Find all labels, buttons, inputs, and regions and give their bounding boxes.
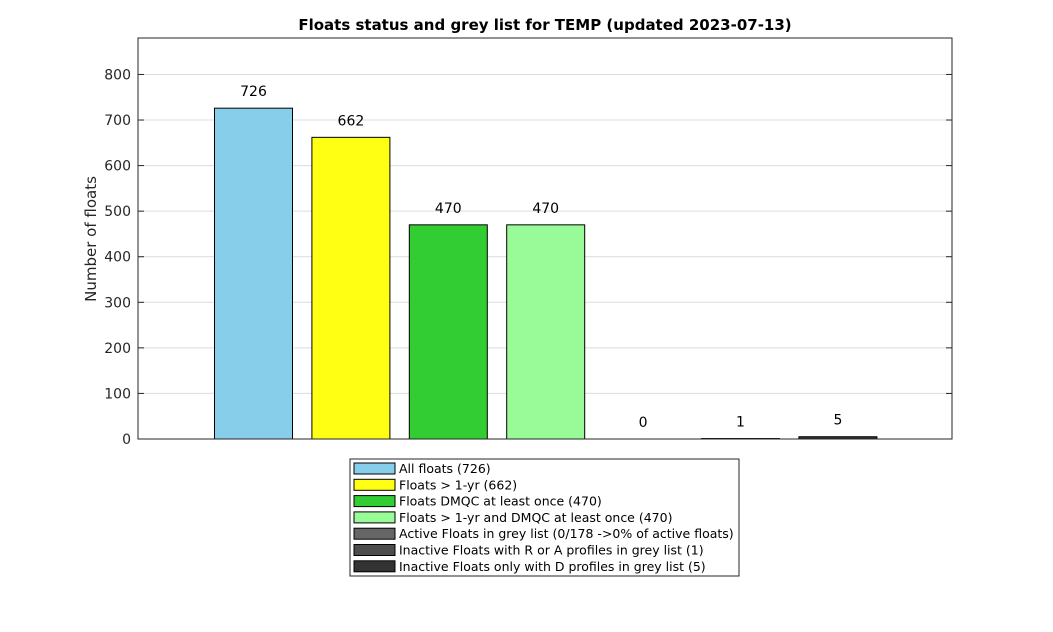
data-labels: 726 662 470 470 0 1 5 — [240, 84, 842, 431]
y-tick-label: 500 — [104, 204, 131, 220]
bar-value-label: 662 — [338, 113, 365, 129]
legend: All floats (726)Floats > 1-yr (662) Float… — [349, 458, 740, 577]
y-tick-label: 600 — [104, 159, 131, 175]
legend-swatch — [353, 527, 396, 540]
legend-swatch — [353, 544, 396, 556]
bar-value-label: 470 — [435, 201, 462, 217]
bar-value-label: 5 — [833, 413, 842, 429]
legend-swatch — [353, 560, 396, 573]
bar — [506, 224, 586, 440]
y-axis-label: Number of floats — [82, 176, 100, 302]
legend-swatch — [353, 478, 396, 491]
y-tick-label: 200 — [104, 341, 131, 357]
legend-swatch — [353, 511, 396, 524]
bars — [214, 107, 878, 440]
bar-value-label: 726 — [240, 84, 267, 100]
legend-entry: Active Floats in grey list (0/178 ->0% o… — [399, 526, 734, 541]
legend-entry: Floats > 1-yr (662) — [399, 477, 517, 492]
legend-box — [349, 458, 740, 577]
legend-entry: Floats DMQC at least once (470) — [399, 494, 602, 509]
bar-value-label: 0 — [639, 415, 648, 431]
y-tick-label: 300 — [104, 295, 131, 311]
bar — [214, 107, 293, 440]
legend-entry: All floats (726) — [399, 461, 491, 476]
legend-entry: Inactive Floats with R or A profiles in … — [399, 543, 704, 558]
legend-swatch — [353, 462, 396, 475]
y-tick-label: 400 — [104, 250, 131, 266]
chart-title: Floats status and grey list for TEMP (up… — [298, 16, 791, 34]
y-tick-label: 100 — [104, 386, 131, 402]
legend-entry: Floats > 1-yr and DMQC at least once (47… — [399, 510, 672, 525]
y-axis-ticks: 0 100 200 300 400 500 600 700 800 — [104, 67, 952, 448]
y-tick-label: 700 — [104, 113, 131, 129]
bar-value-label: 470 — [532, 201, 559, 217]
y-tick-label: 800 — [104, 67, 131, 83]
plot-area-border — [137, 37, 953, 440]
legend-swatch — [353, 495, 396, 508]
bar — [311, 136, 391, 440]
y-tick-label: 0 — [122, 432, 131, 448]
legend-entry: Inactive Floats only with D profiles in … — [399, 559, 706, 574]
bar — [408, 224, 488, 440]
bar-value-label: 1 — [736, 415, 745, 431]
